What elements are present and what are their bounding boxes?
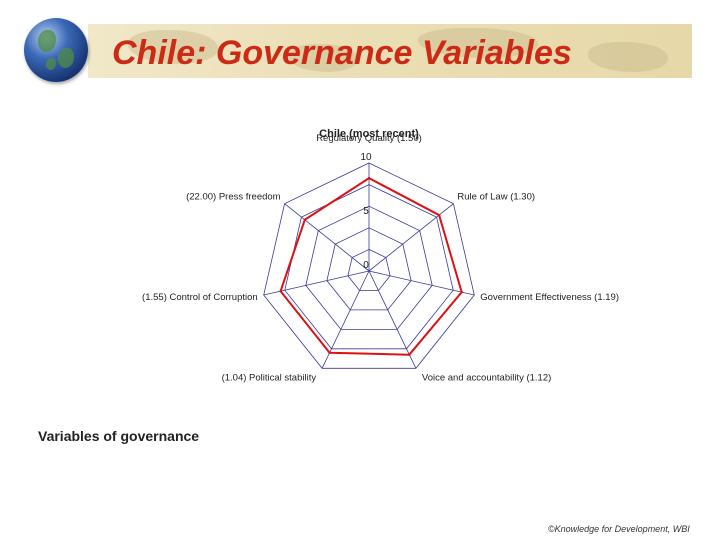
chart-title: Chile (most recent) [319,128,419,140]
title-banner [88,24,692,78]
grid-ring [284,184,454,350]
grid-ring [263,162,475,369]
axis-label: (1.55) Control of Corruption [142,292,258,303]
series-point [408,353,411,356]
radar-labels: 10 5 0 Regulatory Quality (1.50) Rule of Law… [142,133,619,383]
slide-title: Chile: Governance Variables [112,34,572,72]
series-point [437,213,441,217]
grid-spoke [368,270,417,369]
series-point [303,218,306,221]
banner-map-decoration [288,44,358,72]
tick-label: 5 [363,206,369,217]
radar-grid [263,162,475,369]
series-point [328,351,331,354]
series-point [367,176,371,180]
axis-label: (1.04) Political stability [222,372,317,383]
grid-spoke [368,270,475,296]
axis-label: Regulatory Quality (1.50) [316,133,422,144]
series-line [279,176,463,356]
grid-ring [347,248,391,291]
tick-label: 0 [363,260,369,271]
banner-map-decoration [128,30,218,64]
grid-spoke [368,203,454,272]
banner-map-decoration [418,28,538,58]
axis-label: Voice and accountability (1.12) [422,372,551,383]
axis-label: (22.00) Press freedom [186,192,281,203]
series-point [279,290,282,293]
section-heading: Variables of governance [38,428,200,444]
axis-label: Rule of Law (1.30) [457,192,535,203]
footer-credit: ©Knowledge for Development, WBI [548,524,690,534]
tick-label: 10 [360,152,372,163]
series-point [460,290,463,294]
axis-label: Government Effectiveness (1.19) [480,292,619,303]
radar-series [279,176,463,356]
banner-map-decoration [588,42,668,72]
grid-ring [305,205,433,330]
globe-icon [24,18,88,82]
grid-spoke [284,203,370,272]
grid-ring [326,227,412,311]
